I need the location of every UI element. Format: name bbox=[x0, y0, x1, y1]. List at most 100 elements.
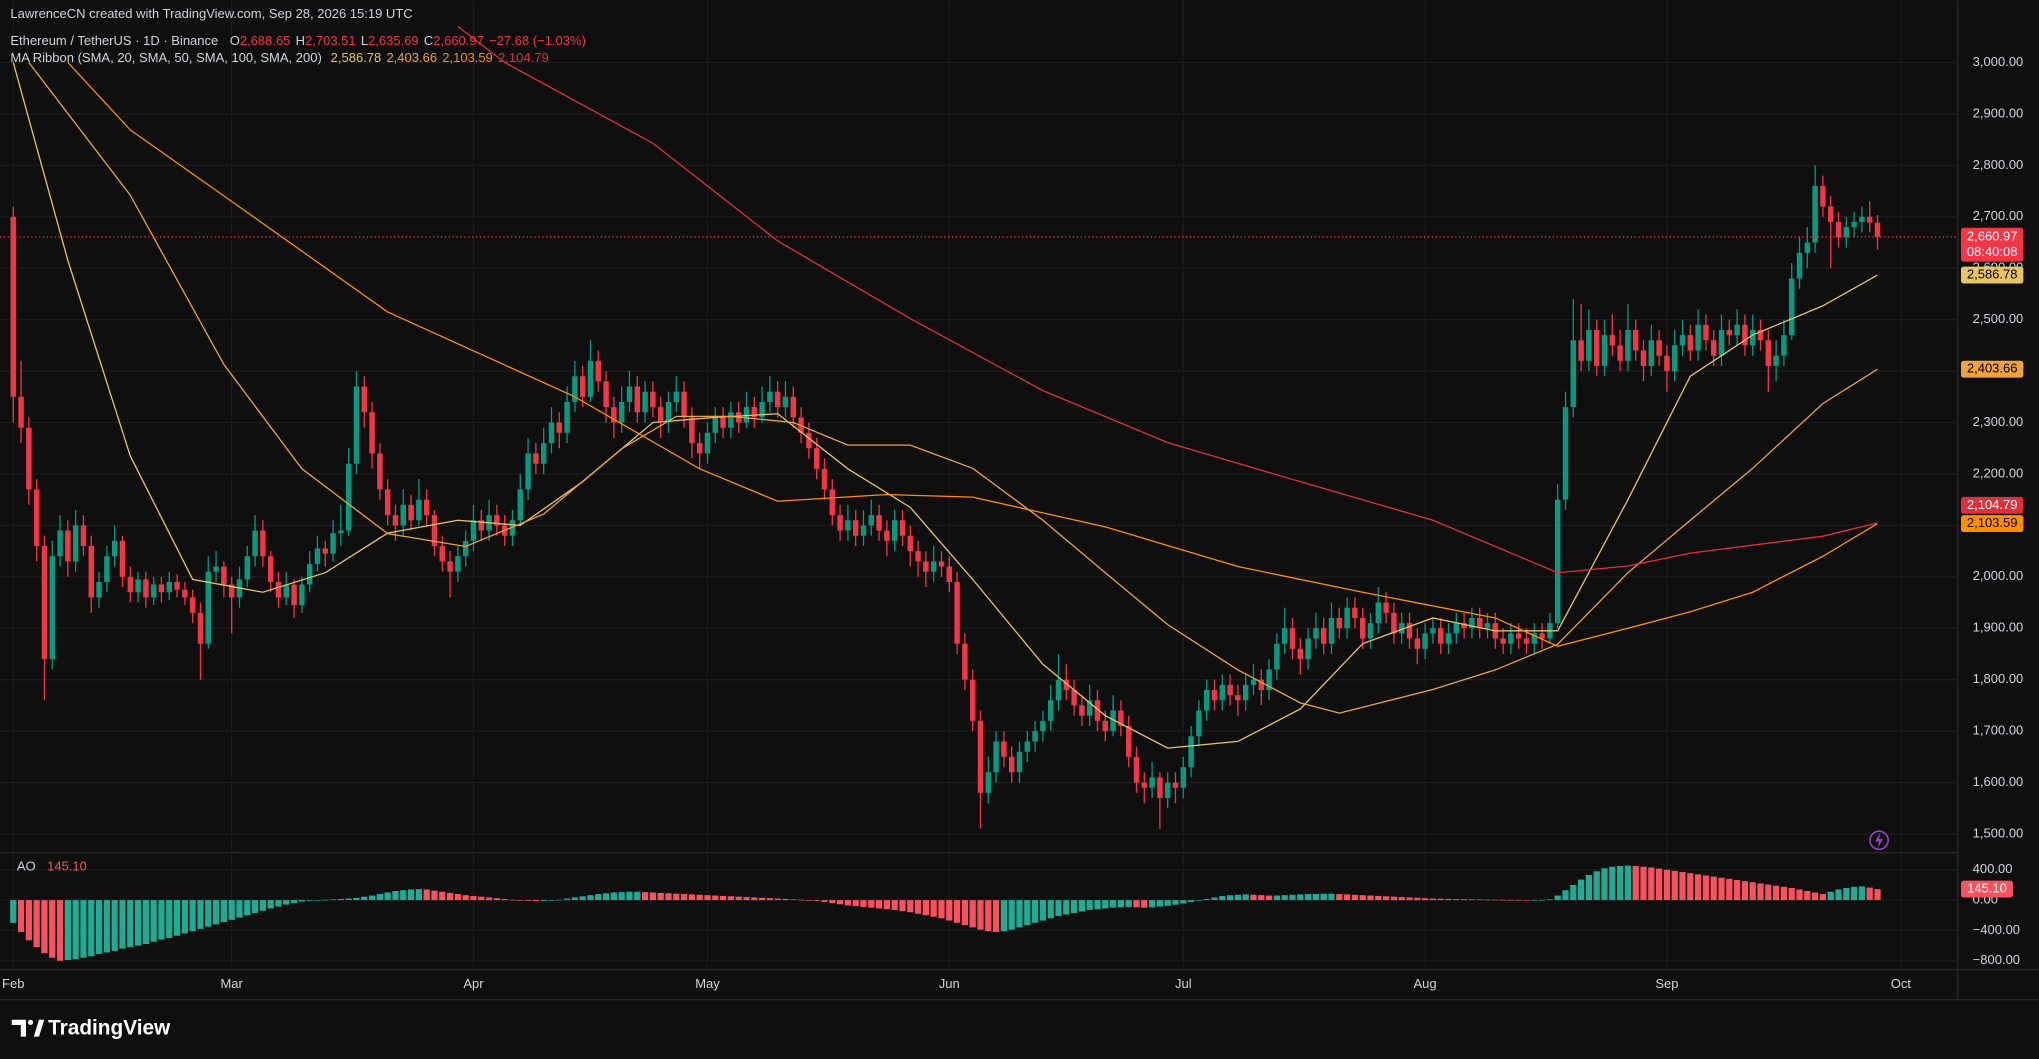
grid bbox=[0, 0, 1958, 970]
ao-bar bbox=[899, 900, 906, 912]
ao-bar bbox=[345, 898, 352, 901]
candle-body bbox=[556, 422, 563, 433]
ao-bar bbox=[392, 890, 399, 901]
y-tick-label: 2,300.00 bbox=[1973, 414, 2024, 429]
ao-bar bbox=[1843, 887, 1850, 901]
ao-bar bbox=[470, 895, 477, 901]
ao-bar bbox=[205, 900, 212, 927]
ao-bar bbox=[1047, 900, 1054, 919]
ao-bar bbox=[1718, 877, 1725, 901]
candle-body bbox=[1414, 638, 1421, 649]
candle-body bbox=[1258, 679, 1265, 690]
ao-bar bbox=[977, 900, 984, 930]
ao-bar bbox=[875, 900, 883, 909]
x-tick-label: Jul bbox=[1175, 976, 1192, 991]
candle-body bbox=[611, 407, 617, 423]
candle-body bbox=[634, 386, 641, 413]
candle-body bbox=[1788, 278, 1795, 336]
ao-bar bbox=[1258, 895, 1265, 901]
ao-bar bbox=[1102, 900, 1109, 909]
ao-bar bbox=[1125, 900, 1132, 907]
candle-body bbox=[774, 391, 781, 408]
candle-body bbox=[291, 584, 297, 606]
ao-bar bbox=[1562, 890, 1569, 901]
candle-body bbox=[1671, 345, 1678, 372]
ao-bar bbox=[1429, 898, 1437, 901]
candle-body bbox=[1149, 777, 1155, 788]
candle-body bbox=[228, 584, 235, 598]
candle-body bbox=[1679, 335, 1686, 346]
ao-bar bbox=[1577, 879, 1585, 901]
candle-body bbox=[338, 530, 344, 534]
candle-body bbox=[72, 525, 79, 562]
candle-body bbox=[392, 515, 399, 526]
ao-bar bbox=[298, 900, 305, 902]
ao-bar bbox=[103, 900, 110, 953]
ao-bar bbox=[10, 900, 17, 923]
candle-body bbox=[852, 520, 859, 536]
ao-bar bbox=[244, 900, 251, 916]
ao-bar bbox=[1406, 897, 1413, 901]
candle-body bbox=[1383, 602, 1389, 613]
ao-bar bbox=[329, 899, 337, 901]
candle-body bbox=[1047, 700, 1054, 721]
ao-bar bbox=[337, 898, 344, 901]
ao-bar bbox=[1289, 894, 1296, 901]
candle-body bbox=[439, 545, 446, 562]
ao-bar bbox=[1624, 865, 1632, 901]
ao-bar bbox=[1304, 894, 1312, 901]
candle-body bbox=[1718, 329, 1725, 356]
candle-body bbox=[759, 401, 765, 418]
candle-body bbox=[767, 391, 773, 402]
candle-body bbox=[642, 391, 648, 413]
ao-tag bbox=[1960, 880, 2013, 898]
candle-body bbox=[564, 401, 570, 433]
ao-bar bbox=[1835, 889, 1842, 901]
ao-bar bbox=[1273, 895, 1281, 901]
ao-bar bbox=[1726, 878, 1733, 901]
ao-bar bbox=[587, 895, 594, 901]
y-tick-label: 1,900.00 bbox=[1973, 620, 2024, 635]
price-tag bbox=[1960, 266, 2024, 284]
ao-bar bbox=[641, 892, 649, 901]
candle-body bbox=[626, 386, 633, 402]
ao-bar bbox=[1437, 898, 1444, 901]
footer-logo[interactable]: TradingView bbox=[11, 1016, 171, 1039]
candle-body bbox=[174, 581, 180, 590]
candle-body bbox=[470, 520, 477, 541]
ao-bar bbox=[852, 900, 859, 907]
y-tick-label: 3,000.00 bbox=[1973, 54, 2024, 69]
candle-body bbox=[1359, 617, 1366, 639]
ao-bar bbox=[1780, 886, 1788, 901]
ao-bar bbox=[524, 900, 532, 901]
replay-icon[interactable] bbox=[1869, 830, 1889, 851]
candle-body bbox=[1687, 335, 1694, 351]
ao-bar bbox=[25, 900, 32, 941]
price-tag-label: 2,403.66 bbox=[1967, 361, 2018, 376]
countdown: 08:40:08 bbox=[1967, 244, 2018, 259]
ao-bar bbox=[181, 900, 188, 934]
candle-body bbox=[49, 556, 55, 660]
candle-body bbox=[213, 566, 219, 572]
ao-bar bbox=[33, 900, 40, 948]
candle-body bbox=[26, 427, 32, 490]
x-tick-label: Sep bbox=[1655, 976, 1678, 991]
ao-bar bbox=[829, 900, 836, 904]
ao-bar bbox=[602, 893, 610, 901]
ao-bar bbox=[571, 897, 578, 901]
candle-body bbox=[1523, 638, 1530, 644]
candle-body bbox=[891, 520, 898, 541]
ao-bar bbox=[400, 890, 407, 901]
ao-bar bbox=[946, 900, 953, 921]
candle-body bbox=[119, 540, 126, 577]
ao-value: 145.10 bbox=[47, 859, 87, 874]
candle-body bbox=[548, 422, 555, 444]
ao-bar bbox=[322, 899, 329, 901]
ao-bar bbox=[1320, 893, 1327, 901]
ao-bar bbox=[1484, 899, 1491, 901]
candle-body bbox=[322, 548, 328, 554]
ao-bar bbox=[134, 900, 142, 946]
ao-bar bbox=[454, 894, 461, 901]
ao-bar bbox=[220, 900, 227, 923]
